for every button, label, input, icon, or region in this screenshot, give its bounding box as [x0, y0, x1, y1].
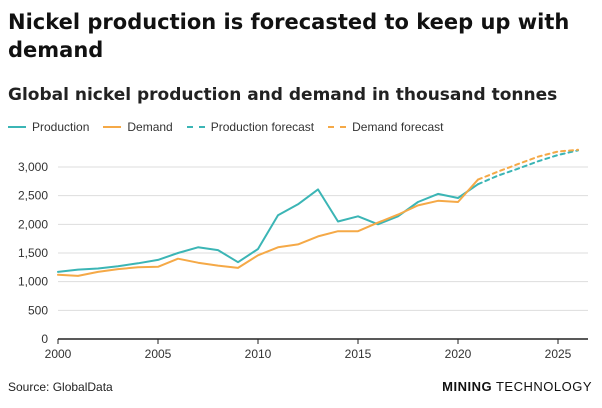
x-tick-label: 2010 — [245, 347, 272, 361]
legend-swatch-production-forecast — [186, 126, 205, 128]
legend-swatch-demand-forecast — [328, 126, 347, 128]
y-tick-label: 2,000 — [18, 217, 48, 231]
line-chart: 0 500 1,000 1,500 2,000 2,500 3,000 2000 2005 201… — [18, 148, 588, 361]
brand-logo-part1: MINING — [442, 379, 493, 394]
x-tick-label: 2015 — [345, 347, 372, 361]
series-line-demand — [57, 178, 479, 277]
y-tick-label: 0 — [41, 332, 48, 346]
series-line-demand-forecast — [477, 148, 579, 181]
legend-label-demand: Demand — [127, 120, 173, 134]
y-tick-label: 1,000 — [18, 275, 48, 289]
legend-item-demand-forecast: Demand forecast — [328, 120, 444, 134]
y-tick-label: 2,500 — [18, 189, 48, 203]
legend-swatch-production — [8, 126, 26, 128]
brand-logo-part2: TECHNOLOGY — [495, 379, 592, 394]
grid-layer — [58, 166, 588, 311]
chart-subtitle: Global nickel production and demand in t… — [8, 85, 558, 105]
legend-label-demand-forecast: Demand forecast — [352, 120, 444, 134]
legend-item-demand: Demand — [103, 120, 173, 134]
legend-item-production: Production — [8, 120, 89, 134]
x-tick-label: 2005 — [145, 347, 172, 361]
legend-label-production: Production — [32, 120, 90, 134]
series-line-production-forecast — [477, 149, 579, 186]
legend-swatch-demand — [103, 126, 122, 128]
series-layer — [57, 148, 579, 277]
chart-legend: Production Demand Production forecast De… — [8, 117, 458, 137]
x-tick-label: 2020 — [445, 347, 472, 361]
brand-logo: MINING TECHNOLOGY — [442, 379, 592, 394]
series-line-production — [57, 183, 479, 273]
x-tick-label: 2000 — [45, 347, 72, 361]
legend-label-production-forecast: Production forecast — [210, 120, 315, 134]
legend-item-production-forecast: Production forecast — [186, 120, 315, 134]
axis-layer: 0 500 1,000 1,500 2,000 2,500 3,000 2000 2005 201… — [18, 160, 588, 361]
x-tick-label: 2025 — [545, 347, 572, 361]
chart-title: Nickel production is forecasted to keep … — [8, 10, 570, 62]
y-tick-label: 1,500 — [18, 246, 48, 260]
y-tick-label: 500 — [28, 303, 48, 317]
y-tick-label: 3,000 — [18, 160, 48, 174]
source-note: Source: GlobalData — [8, 380, 113, 394]
